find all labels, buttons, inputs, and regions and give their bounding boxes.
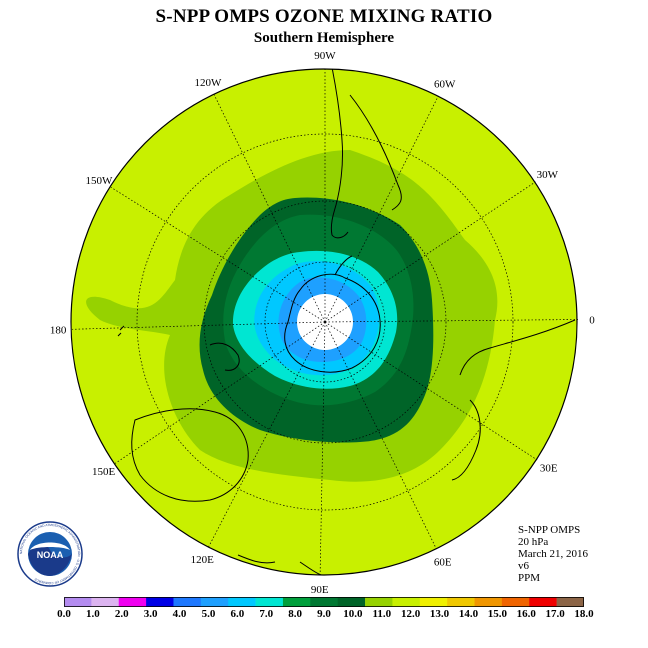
longitude-label: 150W: [86, 175, 114, 187]
colorbar-swatch: [146, 597, 174, 607]
latitude-circles: [136, 133, 514, 511]
colorbar-tick-label: 13.0: [429, 608, 450, 620]
map-subtitle: Southern Hemisphere: [253, 30, 395, 46]
colorbar-swatch: [64, 597, 92, 607]
colorbar-swatch: [474, 597, 503, 607]
colorbar-tick-label: 14.0: [458, 608, 479, 620]
meridians: [72, 69, 579, 576]
info-date: March 21, 2016: [518, 548, 588, 560]
colorbar-swatch: [529, 597, 557, 607]
product-info: S-NPP OMPS 20 hPa March 21, 2016 v6 PPM: [518, 524, 588, 584]
longitude-label: 90W: [314, 50, 336, 62]
colorbar-swatch: [501, 597, 530, 607]
colorbar-tick-label: 8.0: [288, 608, 302, 620]
longitude-label: 180: [50, 325, 67, 337]
colorbar-swatch: [282, 597, 311, 607]
colorbar-swatch: [365, 597, 393, 607]
colorbar-tick-label: 1.0: [86, 608, 100, 620]
colorbar-swatch: [310, 597, 338, 607]
longitude-label: 120W: [195, 77, 223, 89]
info-units: PPM: [518, 572, 541, 584]
colorbar-tick-label: 5.0: [201, 608, 216, 620]
colorbar-swatch: [228, 597, 256, 607]
colorbar-tick-label: 9.0: [317, 608, 331, 620]
longitude-label: 120E: [191, 554, 215, 566]
colorbar: [64, 597, 584, 607]
colorbar-tick-label: 10.0: [343, 608, 363, 620]
noaa-logo-text: NOAA: [37, 550, 64, 560]
colorbar-tick-label: 4.0: [172, 608, 187, 620]
info-instrument: S-NPP OMPS: [518, 524, 581, 536]
longitude-label: 30W: [537, 169, 559, 181]
info-level: 20 hPa: [518, 536, 549, 548]
longitude-label: 60W: [434, 78, 456, 90]
colorbar-tick-label: 3.0: [143, 608, 158, 620]
colorbar-ticks: 0.0 1.0 2.0 3.0 4.0 5.0 6.0 7.0 8.0 9.0 10.0 11.0 12…: [0, 608, 648, 624]
colorbar-tick-label: 15.0: [487, 608, 507, 620]
longitude-label: 150E: [92, 466, 116, 478]
colorbar-tick-label: 11.0: [372, 608, 392, 620]
colorbar-tick-label: 18.0: [574, 608, 594, 620]
longitude-label: 90E: [311, 584, 329, 596]
longitude-label: 30E: [540, 463, 558, 475]
colorbar-tick-label: 17.0: [545, 608, 565, 620]
colorbar-swatch: [447, 597, 475, 607]
longitude-label: 0: [589, 314, 595, 326]
longitude-label: 60E: [434, 557, 452, 569]
colorbar-swatch: [118, 597, 147, 607]
colorbar-tick-label: 0.0: [57, 608, 71, 620]
colorbar-swatch: [173, 597, 202, 607]
colorbar-tick-label: 2.0: [114, 608, 129, 620]
info-version: v6: [518, 560, 529, 572]
colorbar-tick-label: 12.0: [401, 608, 421, 620]
noaa-logo: NOAA NATIONAL OCEANIC AND ATMOSPHERIC AD…: [16, 520, 84, 593]
colorbar-swatch: [200, 597, 229, 607]
colorbar-swatch: [392, 597, 421, 607]
colorbar-tick-label: 6.0: [230, 608, 245, 620]
colorbar-swatch: [91, 597, 120, 607]
colorbar-tick-label: 7.0: [259, 608, 274, 620]
colorbar-swatch: [255, 597, 284, 607]
colorbar-tick-label: 16.0: [516, 608, 536, 620]
colorbar-swatch: [337, 597, 366, 607]
map-title: S-NPP OMPS OZONE MIXING RATIO: [155, 6, 493, 27]
ozone-field: [71, 69, 577, 575]
colorbar-swatch: [419, 597, 448, 607]
longitude-labels: 90W 60W 30W 0 30E 60E 90E 120E 150E 180 150W 120W: [50, 50, 595, 596]
colorbar-swatch: [556, 597, 584, 607]
map-border: [70, 68, 578, 576]
